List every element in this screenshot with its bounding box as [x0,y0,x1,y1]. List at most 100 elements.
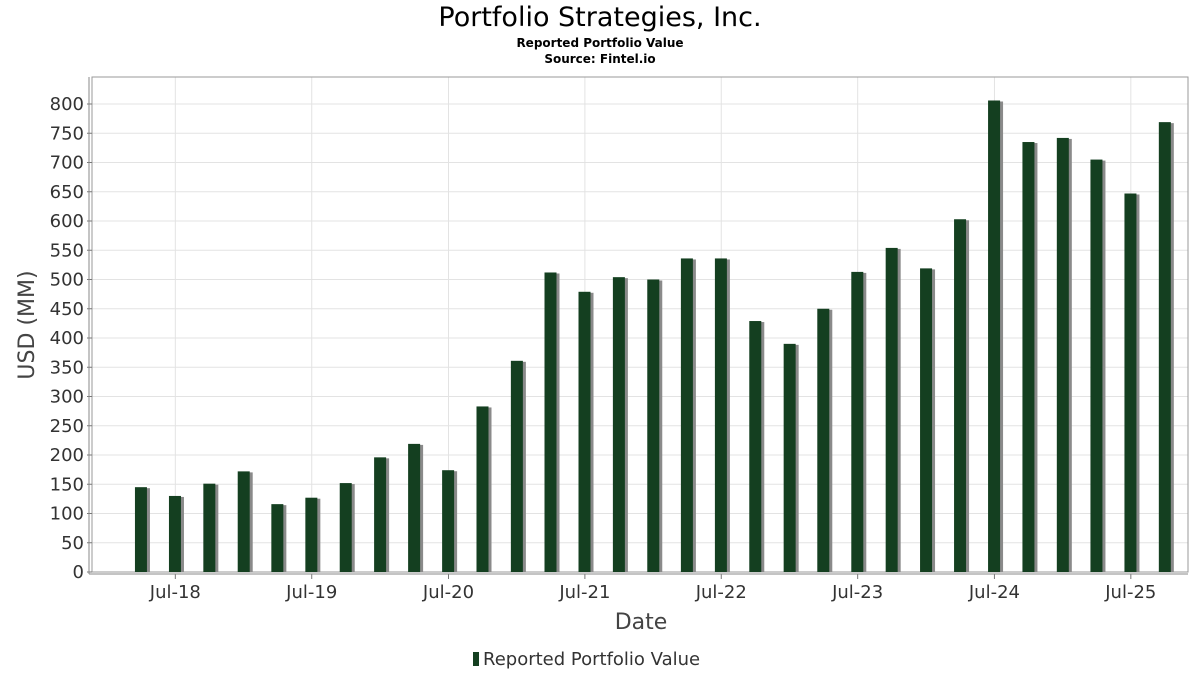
bar [749,321,765,572]
bar [544,272,560,572]
x-tick-label: Jul-24 [968,582,1020,603]
bar-fill [680,258,693,572]
bar [817,308,833,572]
y-tick-label: 550 [50,240,84,261]
bar-fill [305,497,318,572]
y-tick-label: 500 [50,270,84,291]
bar-fill [168,495,181,572]
bar-fill [134,487,147,572]
bar-fill [1158,122,1171,572]
gridlines [92,77,1188,573]
bar-fill [749,321,762,572]
y-tick-label: 600 [50,211,84,232]
bar [510,360,526,572]
chart-source: Source: Fintel.io [544,52,656,66]
bar-fill [714,258,727,572]
y-tick-label: 350 [50,357,84,378]
x-tick-label: Jul-19 [285,582,337,603]
x-tick-label: Jul-22 [695,582,747,603]
y-tick-label: 0 [73,562,84,583]
bar [714,258,730,572]
bar-fill [339,483,352,572]
bar [988,100,1004,573]
bar-fill [374,457,387,572]
bar [134,487,150,572]
bar [851,271,867,572]
bar [954,219,970,572]
legend-swatch [473,652,479,666]
bar-fill [1124,193,1137,572]
bar [647,279,663,572]
bar-fill [237,471,250,572]
bar-fill [1056,137,1069,572]
bar [578,291,594,572]
legend: Reported Portfolio Value [473,649,700,670]
y-tick-label: 300 [50,387,84,408]
bar [1158,122,1174,572]
bar-fill [988,100,1001,573]
y-tick-label: 650 [50,182,84,203]
bar-fill [920,268,933,572]
x-tick-label: Jul-23 [831,582,883,603]
y-tick-label: 400 [50,328,84,349]
bar-fill [476,406,489,572]
bar-fill [1022,142,1035,572]
bar-fill [783,343,796,572]
bar [203,483,219,572]
bar-fill [544,272,557,572]
bar-fill [647,279,660,572]
bar [408,443,424,572]
bar [885,247,901,572]
chart-subtitle: Reported Portfolio Value [516,36,684,50]
y-tick-label: 50 [61,533,84,554]
chart-title: Portfolio Strategies, Inc. [438,2,762,33]
y-tick-label: 100 [50,504,84,525]
bar [271,504,287,572]
y-tick-label: 800 [50,94,84,115]
bar-fill [851,271,864,572]
y-tick-label: 700 [50,153,84,174]
bar [783,343,799,572]
bar [612,277,628,572]
y-axis-title: USD (MM) [15,270,40,379]
bar-fill [578,291,591,572]
bar-fill [1090,159,1103,572]
x-tick-label: Jul-25 [1104,582,1156,603]
bar-fill [442,470,455,572]
legend-label: Reported Portfolio Value [483,649,700,670]
bar [1056,137,1072,572]
bar [1022,142,1038,572]
bar [1124,193,1140,572]
y-tick-label: 150 [50,474,84,495]
y-tick-label: 200 [50,445,84,466]
bar [339,483,355,572]
bar-fill [954,219,967,572]
y-tick-label: 450 [50,299,84,320]
bar [476,406,492,572]
y-tick-label: 750 [50,123,84,144]
bar-fill [612,277,625,572]
bars [134,100,1174,573]
bar [374,457,390,572]
bar-fill [203,483,216,572]
bar [305,497,321,572]
bar-fill [271,504,284,572]
y-tick-label: 250 [50,416,84,437]
bar-fill [817,308,830,572]
bar [442,470,458,572]
bar-fill [408,443,421,572]
bar-fill [885,247,898,572]
axes: 0 50 100 150 200 250 300 350 400 450 500 550 600 650 7… [50,77,1188,603]
x-tick-label: Jul-18 [149,582,201,603]
bar [1090,159,1106,572]
x-tick-label: Jul-20 [422,582,474,603]
plot-area [91,76,1189,573]
bar-fill [510,360,523,572]
x-axis-title: Date [615,610,668,635]
bar [680,258,696,572]
bar [237,471,253,572]
x-tick-label: Jul-21 [558,582,610,603]
bar [168,495,184,572]
bar [920,268,936,572]
